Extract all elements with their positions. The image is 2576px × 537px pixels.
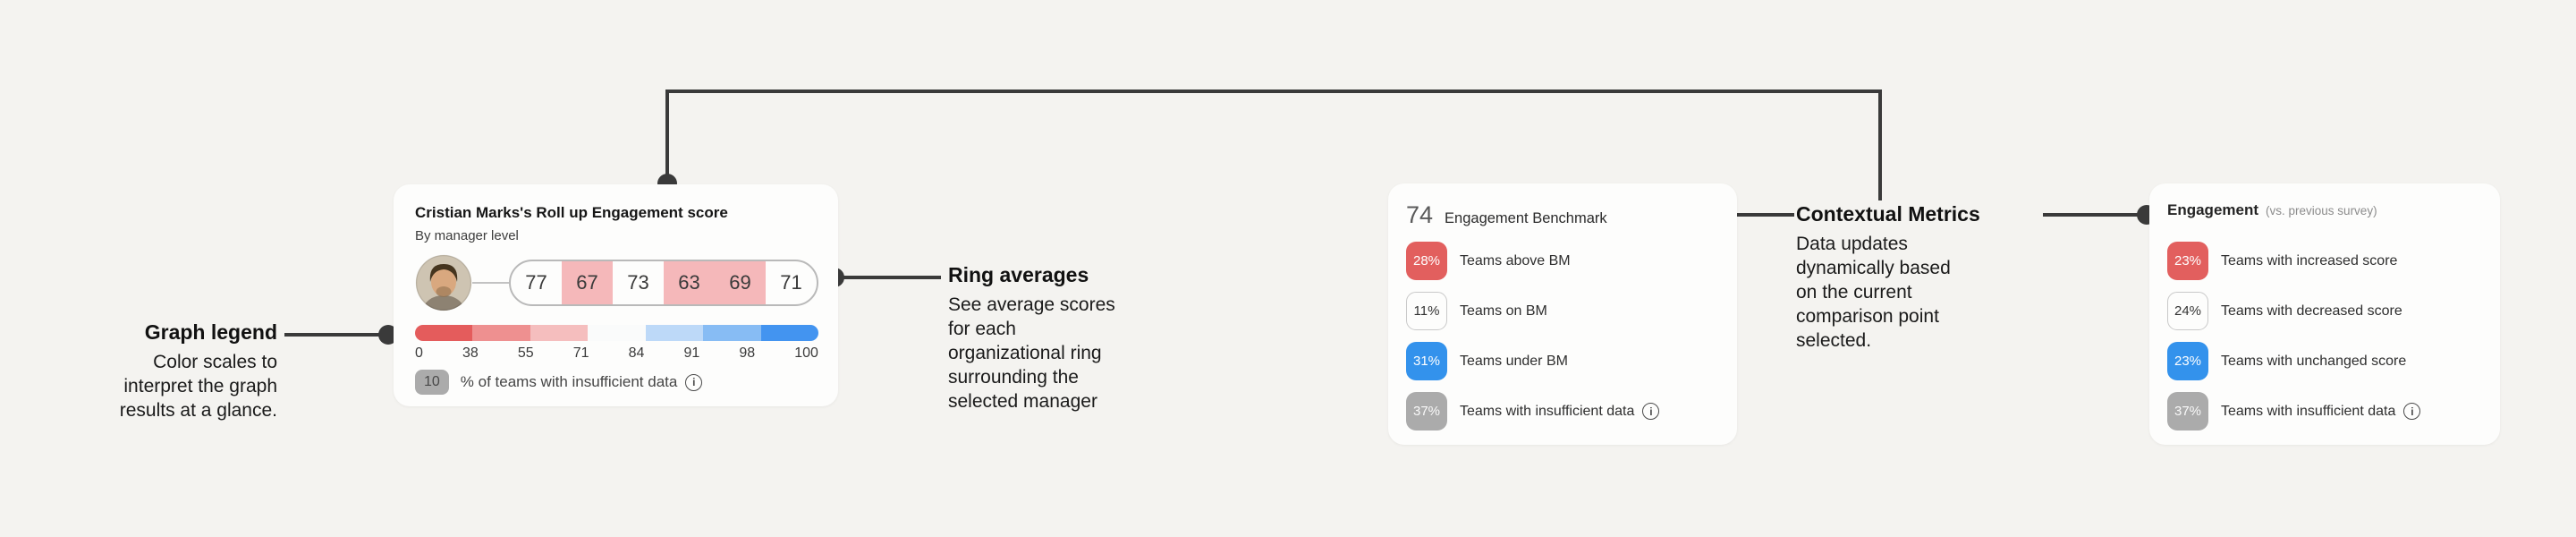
metric-row-label: Teams with unchanged score <box>2221 353 2407 369</box>
metric-row-label: Teams above BM <box>1460 252 1571 268</box>
scale-tick: 38 <box>462 345 479 361</box>
ring-average-value: 73 <box>627 271 649 294</box>
color-scale-segment <box>588 325 646 341</box>
connector-top-left-vertical-line <box>665 90 669 179</box>
annotation-contextual-metrics: Contextual Metrics Data updates dynamica… <box>1796 200 2082 353</box>
metric-row: 23% Teams with unchanged score <box>2167 342 2482 380</box>
color-scale-segment <box>530 325 589 341</box>
percent-chip-outline: 11% <box>1406 292 1447 330</box>
connector-line-ring-averages <box>843 276 941 279</box>
benchmark-card-title: Engagement Benchmark <box>1445 210 1607 226</box>
metric-row: 37% Teams with insufficient data i <box>1406 392 1719 430</box>
color-scale-bar <box>415 325 818 341</box>
comparison-card-header: Engagement (vs. previous survey) <box>2167 201 2482 230</box>
ring-averages-pill: 77 67 73 63 69 71 <box>509 260 818 306</box>
connector-line-graph-legend <box>284 333 385 337</box>
insufficient-data-label: % of teams with insufficient data <box>460 373 678 390</box>
insufficient-data-row: 10 % of teams with insufficient data i <box>415 370 818 395</box>
metric-row-label: Teams under BM <box>1460 353 1568 369</box>
color-scale-segment <box>415 325 473 341</box>
connector-top-right-vertical-line <box>1878 90 1882 200</box>
percent-chip-blue: 23% <box>2167 342 2208 380</box>
metric-row: 31% Teams under BM <box>1406 342 1719 380</box>
metric-row-label: Teams with insufficient data <box>1460 403 1635 419</box>
comparison-card-subtitle: (vs. previous survey) <box>2266 204 2377 217</box>
engagement-benchmark-card: 74 Engagement Benchmark 28% Teams above … <box>1388 183 1737 445</box>
scale-tick: 91 <box>683 345 700 361</box>
annotation-contextual-metrics-title: Contextual Metrics <box>1796 202 1980 226</box>
connector-line-benchmark <box>1694 213 1794 217</box>
annotation-graph-legend-body: Color scales to interpret the graph resu… <box>119 352 277 421</box>
color-scale-segment <box>645 325 704 341</box>
benchmark-value: 74 <box>1406 201 1434 228</box>
scale-tick: 84 <box>628 345 645 361</box>
metric-row: 28% Teams above BM <box>1406 242 1719 280</box>
metric-row: 11% Teams on BM <box>1406 292 1719 330</box>
annotation-ring-averages: Ring averages See average scores for eac… <box>948 261 1208 413</box>
annotation-contextual-metrics-body: Data updates dynamically based on the cu… <box>1796 234 1951 351</box>
scale-tick: 71 <box>572 345 589 361</box>
avatar-to-pill-line <box>472 282 509 284</box>
ring-average-value: 69 <box>715 261 766 304</box>
metric-row-label: Teams on BM <box>1460 303 1547 319</box>
manager-avatar <box>415 254 472 311</box>
color-scale-segment <box>703 325 761 341</box>
metric-row-label: Teams with increased score <box>2221 252 2398 268</box>
metric-row: 24% Teams with decreased score <box>2167 292 2482 330</box>
score-card-title: Cristian Marks's Roll up Engagement scor… <box>415 204 728 221</box>
percent-chip-gray: 37% <box>1406 392 1447 430</box>
manager-ring-row: 77 67 73 63 69 71 <box>415 254 818 311</box>
connector-dot-graph-legend <box>378 325 398 345</box>
info-icon[interactable]: i <box>2403 403 2421 420</box>
metric-row-label: Teams with insufficient data <box>2221 403 2396 419</box>
connector-top-horizontal-line <box>665 90 1882 93</box>
comparison-card-title: Engagement <box>2167 201 2259 218</box>
engagement-comparison-card: Engagement (vs. previous survey) 23% Tea… <box>2149 183 2500 445</box>
percent-chip-red: 28% <box>1406 242 1447 280</box>
info-icon[interactable]: i <box>685 373 703 391</box>
annotation-graph-legend: Graph legend Color scales to interpret t… <box>27 319 277 422</box>
ring-average-value: 71 <box>780 271 802 294</box>
scale-tick: 98 <box>739 345 756 361</box>
scale-tick: 0 <box>415 345 423 361</box>
metric-row: 23% Teams with increased score <box>2167 242 2482 280</box>
scale-tick: 100 <box>794 345 818 361</box>
percent-chip-red: 23% <box>2167 242 2208 280</box>
annotation-ring-averages-title: Ring averages <box>948 263 1089 286</box>
ring-average-value: 63 <box>664 261 715 304</box>
connector-line-comparison <box>2043 213 2140 217</box>
annotation-ring-averages-body: See average scores for each organization… <box>948 294 1115 412</box>
metric-row-label: Teams with decreased score <box>2221 303 2402 319</box>
engagement-score-card: Cristian Marks's Roll up Engagement scor… <box>394 184 838 406</box>
score-card-subtitle: By manager level <box>415 228 519 243</box>
color-scale-ticks: 0 38 55 71 84 91 98 100 <box>415 345 818 362</box>
percent-chip-blue: 31% <box>1406 342 1447 380</box>
ring-average-value: 67 <box>562 261 613 304</box>
annotation-graph-legend-title: Graph legend <box>144 320 277 344</box>
scale-tick: 55 <box>517 345 534 361</box>
insufficient-data-badge: 10 <box>415 370 449 395</box>
benchmark-card-header: 74 Engagement Benchmark <box>1406 201 1719 230</box>
color-scale-segment <box>472 325 530 341</box>
metric-row: 37% Teams with insufficient data i <box>2167 392 2482 430</box>
percent-chip-gray: 37% <box>2167 392 2208 430</box>
ring-average-value: 77 <box>525 271 547 294</box>
percent-chip-outline: 24% <box>2167 292 2208 330</box>
info-icon[interactable]: i <box>1642 403 1660 420</box>
color-scale-segment <box>760 325 818 341</box>
